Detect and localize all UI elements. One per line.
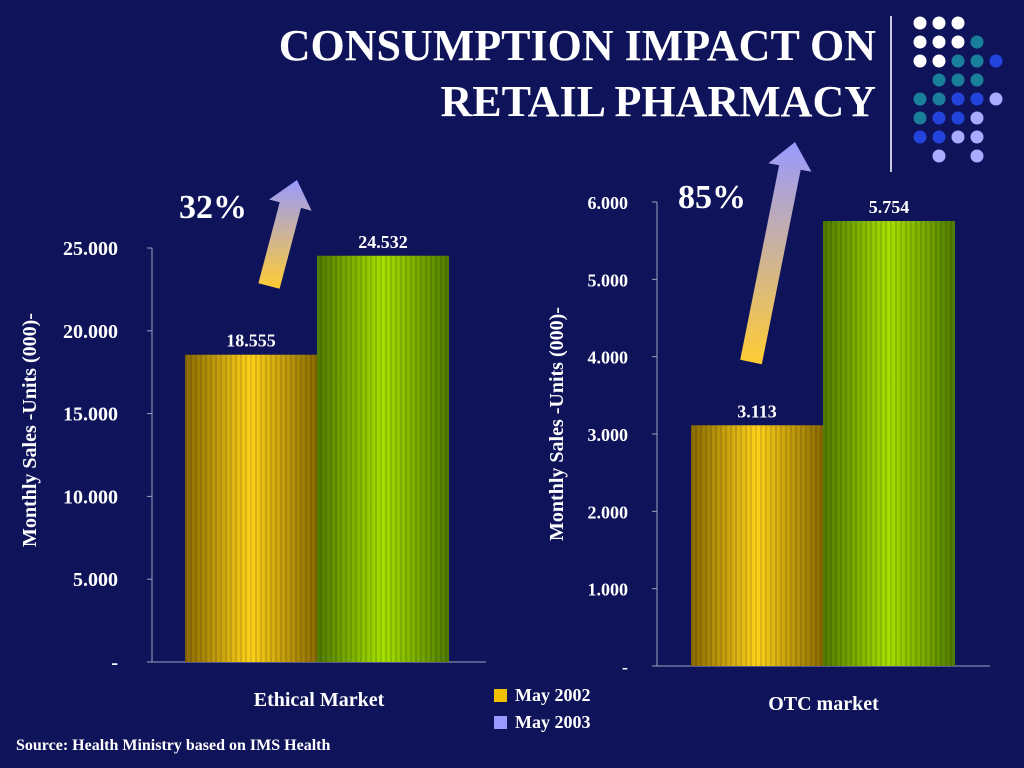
- legend-label: May 2003: [515, 712, 591, 732]
- decorative-dot: [913, 92, 927, 106]
- legend-label: May 2002: [515, 685, 591, 705]
- decorative-dot: [951, 111, 965, 125]
- decorative-dot: [970, 130, 984, 144]
- decorative-dot: [932, 16, 946, 30]
- decorative-dot: [951, 73, 965, 87]
- decorative-dot: [970, 54, 984, 68]
- title-divider: [890, 16, 892, 172]
- decorative-dot: [913, 111, 927, 125]
- y-tick-label: 1.000: [588, 580, 629, 600]
- decorative-dot: [951, 16, 965, 30]
- source-note: Source: Health Ministry based on IMS Hea…: [16, 737, 331, 754]
- y-tick-label: -: [622, 657, 628, 677]
- decorative-dot: [913, 130, 927, 144]
- decorative-dot: [913, 16, 927, 30]
- decorative-dot: [970, 35, 984, 49]
- legend-item-may-2002: May 2002: [494, 682, 591, 709]
- data-label: 24.532: [358, 232, 408, 252]
- y-axis-label: Monthly Sales -Units (000)-: [19, 313, 41, 547]
- y-tick-label: 20.000: [63, 321, 118, 343]
- decorative-dot: [913, 35, 927, 49]
- legend: May 2002 May 2003: [494, 682, 591, 736]
- decorative-dot: [932, 35, 946, 49]
- decorative-dot: [932, 130, 946, 144]
- decorative-dot: [970, 92, 984, 106]
- decorative-dot: [951, 92, 965, 106]
- legend-swatch-may-2002: [494, 689, 507, 702]
- decorative-dot: [970, 73, 984, 87]
- y-tick-label: -: [111, 652, 118, 674]
- bar-texture: [185, 354, 317, 662]
- bar-texture: [823, 221, 955, 667]
- decorative-dot: [932, 111, 946, 125]
- decorative-dot: [932, 73, 946, 87]
- y-tick-label: 5.000: [588, 270, 629, 290]
- legend-swatch-may-2003: [494, 716, 507, 729]
- decorative-dot: [913, 54, 927, 68]
- y-tick-label: 25.000: [63, 238, 118, 260]
- decorative-dot: [989, 92, 1003, 106]
- y-tick-label: 10.000: [63, 486, 118, 508]
- page-title: CONSUMPTION IMPACT ON RETAIL PHARMACY: [279, 18, 876, 130]
- data-label: 18.555: [226, 331, 276, 351]
- y-tick-label: 2.000: [588, 502, 629, 522]
- decorative-dot: [932, 54, 946, 68]
- legend-item-may-2003: May 2003: [494, 709, 591, 736]
- decorative-dot: [951, 54, 965, 68]
- x-category-label: Ethical Market: [254, 689, 385, 711]
- decorative-dot: [970, 111, 984, 125]
- growth-percent-label: 32%: [179, 189, 247, 226]
- title-line-1: CONSUMPTION IMPACT ON: [278, 21, 876, 70]
- decorative-dot: [951, 35, 965, 49]
- decorative-dot: [951, 130, 965, 144]
- decorative-dot: [989, 54, 1003, 68]
- growth-arrow: [258, 180, 312, 289]
- bar-texture: [317, 255, 449, 663]
- y-axis-label: Monthly Sales -Units (000)-: [546, 307, 568, 541]
- decorative-dot-grid: [913, 16, 1003, 163]
- bar-texture: [691, 425, 823, 666]
- data-label: 5.754: [869, 197, 910, 217]
- decorative-dot: [932, 149, 946, 163]
- growth-arrow: [740, 142, 812, 365]
- y-tick-label: 6.000: [588, 193, 629, 213]
- x-category-label: OTC market: [768, 693, 879, 715]
- y-tick-label: 3.000: [588, 425, 629, 445]
- growth-percent-label: 85%: [678, 179, 746, 216]
- data-label: 3.113: [737, 401, 777, 421]
- y-tick-label: 4.000: [588, 348, 629, 368]
- decorative-dot: [932, 92, 946, 106]
- y-tick-label: 15.000: [63, 404, 118, 426]
- y-tick-label: 5.000: [73, 569, 118, 591]
- decorative-dot: [970, 149, 984, 163]
- title-line-2: RETAIL PHARMACY: [440, 77, 876, 126]
